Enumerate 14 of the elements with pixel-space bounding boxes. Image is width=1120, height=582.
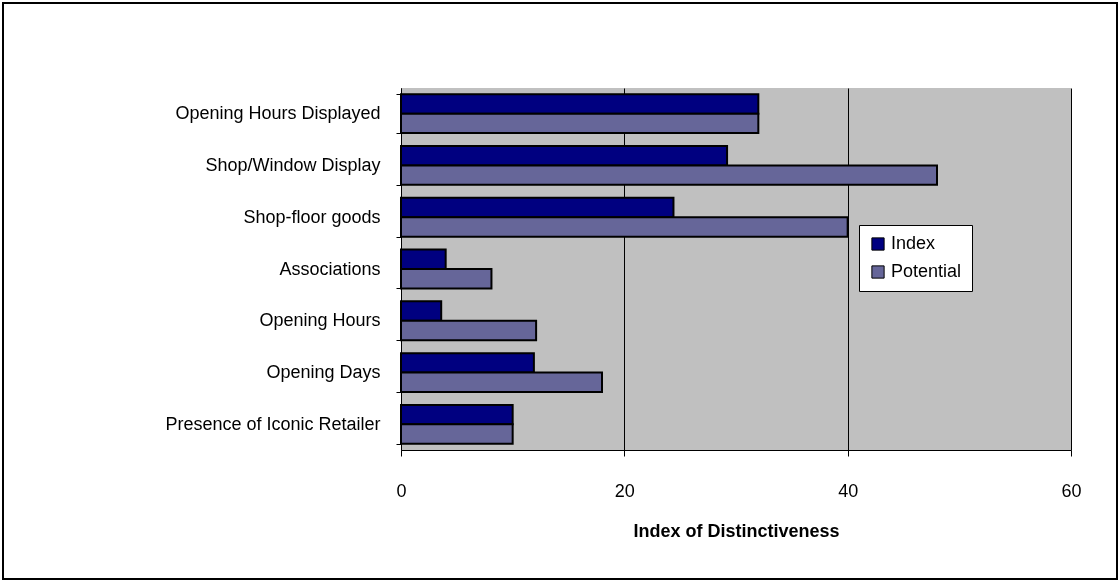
- y-tick-label: Opening Hours Displayed: [175, 103, 381, 124]
- x-tick-label: 60: [1061, 480, 1082, 501]
- y-tick-label: Presence of Iconic Retailer: [165, 413, 381, 434]
- legend-label: Index: [891, 233, 936, 253]
- x-tick-label: 40: [838, 480, 859, 501]
- y-tick-label: Opening Hours: [259, 310, 381, 331]
- y-tick-label: Opening Days: [266, 362, 381, 383]
- x-tick-label: 20: [614, 480, 635, 501]
- y-tick-label: Shop/Window Display: [205, 154, 381, 175]
- legend-label: Potential: [891, 261, 962, 281]
- y-tick-label: Shop-floor goods: [243, 206, 381, 227]
- y-tick-label: Associations: [279, 258, 381, 279]
- x-axis-title: Index of Distinctiveness: [633, 520, 840, 541]
- x-tick-label: 0: [396, 480, 407, 501]
